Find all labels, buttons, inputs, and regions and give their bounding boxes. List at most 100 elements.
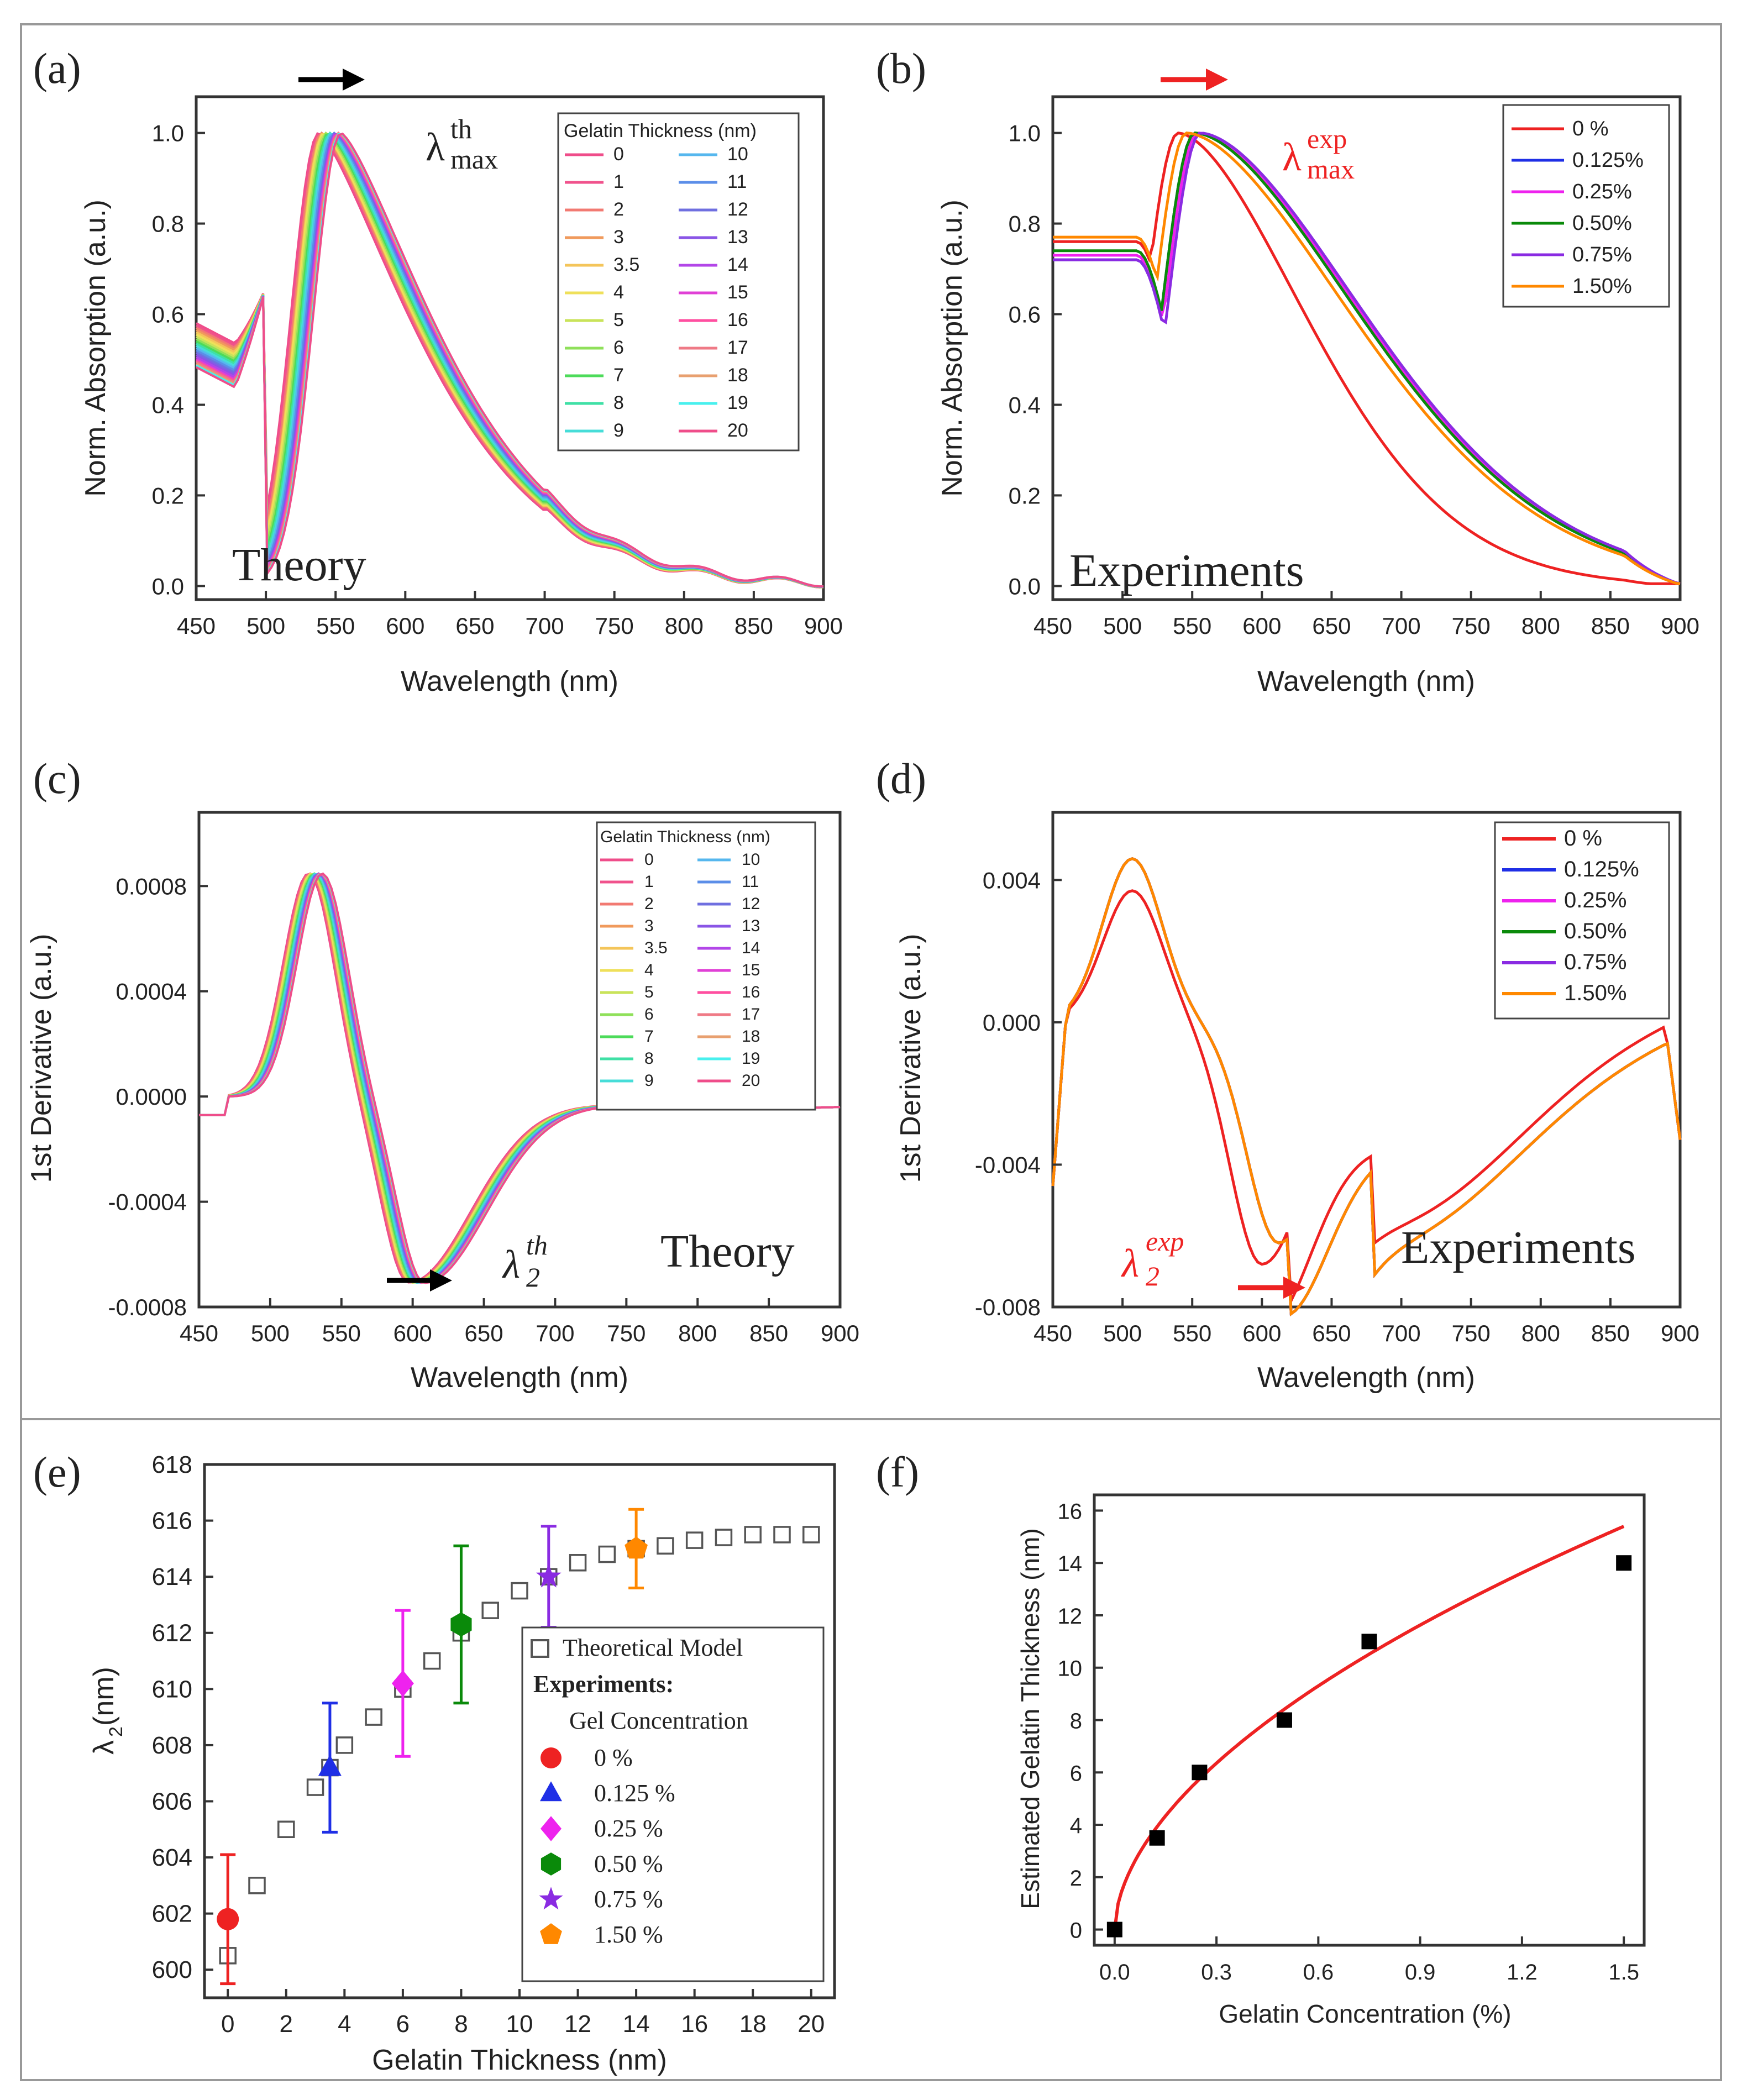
y-tick-label: 8 xyxy=(1070,1709,1082,1734)
svg-text:exp: exp xyxy=(1146,1226,1184,1257)
y-tick-label: 0.2 xyxy=(152,482,184,508)
x-tick-label: 10 xyxy=(506,2010,533,2038)
legend-label-a: 15 xyxy=(727,282,748,303)
x-tick-label: 700 xyxy=(536,1320,574,1346)
panel-e: 0 2 4 6 8 10 12 14 16 18 20 600 602 604 606 608 610 612 61… xyxy=(88,1451,836,2076)
y-tick-label: 0 xyxy=(1070,1919,1082,1943)
svg-text:Theoretical Model: Theoretical Model xyxy=(563,1634,743,1661)
legend-label-a: 5 xyxy=(613,309,624,330)
legend-label-c: 11 xyxy=(742,873,759,891)
y-tick-label: 0.0004 xyxy=(116,979,187,1005)
legend-label-c: 3.5 xyxy=(644,939,668,957)
series-line-b xyxy=(1053,132,1681,585)
x-tick-label: 500 xyxy=(1103,613,1142,639)
svg-text:th: th xyxy=(526,1230,548,1261)
x-tick-label: 450 xyxy=(1033,1320,1072,1346)
legend-label-a: 17 xyxy=(727,337,748,358)
curves-a xyxy=(196,131,824,589)
y-tick-label: 0.6 xyxy=(1009,302,1041,328)
x-tick-label: 550 xyxy=(1173,613,1211,639)
x-tick-label: 6 xyxy=(396,2010,410,2038)
legend-label-a: 3 xyxy=(613,227,624,248)
ticks-c: 450 500 550 600 650 700 750 800 850 900 -0.0008 -0.… xyxy=(108,873,859,1346)
legend-label-a: 3.5 xyxy=(613,254,639,275)
points-e xyxy=(217,1508,820,1986)
legend-label-b: 0.125% xyxy=(1572,149,1644,172)
y-tick-label: 0.4 xyxy=(1009,392,1041,418)
theory-point-e xyxy=(511,1582,528,1600)
legend-e: Theoretical Model Experiments: Gel Conce… xyxy=(521,1626,825,1982)
svg-text:max: max xyxy=(450,144,498,175)
x-tick-label: 700 xyxy=(1382,1320,1421,1346)
x-tick-label: 0.6 xyxy=(1303,1960,1334,1985)
legend-label-a: 18 xyxy=(727,365,748,386)
y-tick-label: -0.004 xyxy=(975,1152,1041,1178)
svg-text:Gelatin Thickness (nm): Gelatin Thickness (nm) xyxy=(600,828,770,846)
legend-label-c: 20 xyxy=(742,1072,760,1090)
legend-label-a: 1 xyxy=(613,171,624,192)
x-tick-label: 650 xyxy=(465,1320,503,1346)
x-tick-label: 4 xyxy=(338,2010,351,2038)
x-tick-label: 20 xyxy=(797,2010,825,2038)
panel-f: 0.0 0.3 0.6 0.9 1.2 1.5 0 2 4 6 8 10 12 14 16 Gelatin … xyxy=(1016,1493,1646,2028)
legend-c: Gelatin Thickness (nm) 01233.54567891011… xyxy=(596,821,816,1111)
experiment-point-e xyxy=(450,1612,472,1637)
x-tick-label: 750 xyxy=(1452,613,1491,639)
annotation-c: λ th 2 xyxy=(502,1230,548,1293)
ylabel-d: 1st Derivative (a.u.) xyxy=(895,934,927,1183)
x-tick-label: 0.3 xyxy=(1201,1960,1232,1985)
y-tick-label: 12 xyxy=(1058,1604,1083,1629)
data-point-f xyxy=(1106,1922,1122,1938)
x-tick-label: 800 xyxy=(1521,613,1560,639)
theory-point-e xyxy=(744,1526,762,1544)
svg-text:Gelatin Thickness (nm): Gelatin Thickness (nm) xyxy=(564,120,757,141)
curves-d xyxy=(1051,857,1682,1316)
series-line-a xyxy=(196,132,823,588)
legend-label-c: 2 xyxy=(644,895,654,913)
theory-point-e xyxy=(335,1736,354,1754)
legend-label-c: 17 xyxy=(742,1005,760,1023)
panel-label-d: (d) xyxy=(876,754,926,802)
y-tick-label: 0.4 xyxy=(152,392,184,418)
svg-text:λ: λ xyxy=(1121,1241,1139,1285)
experiment-point-e xyxy=(318,1755,342,1776)
series-line-b xyxy=(1053,132,1681,585)
x-tick-label: 900 xyxy=(804,613,843,639)
ylabel-b: Norm. Absorption (a.u.) xyxy=(936,200,968,497)
panel-label-a: (a) xyxy=(33,44,81,92)
svg-text:2: 2 xyxy=(106,1726,127,1737)
theory-point-e xyxy=(598,1545,616,1563)
legend-marker-e xyxy=(539,1887,563,1910)
y-tick-label: 0.004 xyxy=(983,867,1041,893)
theory-point-e xyxy=(715,1529,733,1546)
legend-label-c: 0 xyxy=(644,851,654,869)
legend-label-c: 6 xyxy=(644,1005,654,1023)
x-tick-label: 500 xyxy=(251,1320,290,1346)
legend-label-e: 0.25 % xyxy=(594,1815,663,1842)
y-tick-label: 0.8 xyxy=(1009,211,1041,237)
ticks-e: 0 2 4 6 8 10 12 14 16 18 20 600 602 604 606 608 610 612 61… xyxy=(152,1451,825,2038)
theory-point-e xyxy=(685,1531,704,1549)
ylabel-f: Estimated Gelatin Thickness (nm) xyxy=(1016,1528,1045,1909)
legend-label-b: 0.25% xyxy=(1572,180,1632,203)
x-tick-label: 2 xyxy=(280,2010,293,2038)
series-line-d xyxy=(1051,889,1682,1306)
svg-text:exp: exp xyxy=(1307,123,1347,154)
y-tick-label: 0.0 xyxy=(152,573,184,599)
y-tick-label: 0.8 xyxy=(152,211,184,237)
y-tick-label: 610 xyxy=(152,1676,192,1703)
ticks-b: 450 500 550 600 650 700 750 800 850 900 0.0 0.2 0.4 0… xyxy=(1009,120,1699,639)
legend-marker-e xyxy=(541,1852,562,1876)
legend-label-a: 0 xyxy=(613,144,624,165)
x-tick-label: 900 xyxy=(821,1320,859,1346)
legend-label-e: 0.75 % xyxy=(594,1886,663,1913)
y-tick-label: -0.0008 xyxy=(108,1294,187,1320)
figure-frame xyxy=(20,23,1722,2081)
theory-point-e xyxy=(481,1602,499,1619)
x-tick-label: 0.9 xyxy=(1405,1960,1436,1985)
annotation-b: λ exp max xyxy=(1282,123,1355,185)
x-tick-label: 850 xyxy=(734,613,773,639)
x-tick-label: 1.2 xyxy=(1507,1960,1538,1985)
annotation-d: λ exp 2 xyxy=(1121,1226,1184,1292)
